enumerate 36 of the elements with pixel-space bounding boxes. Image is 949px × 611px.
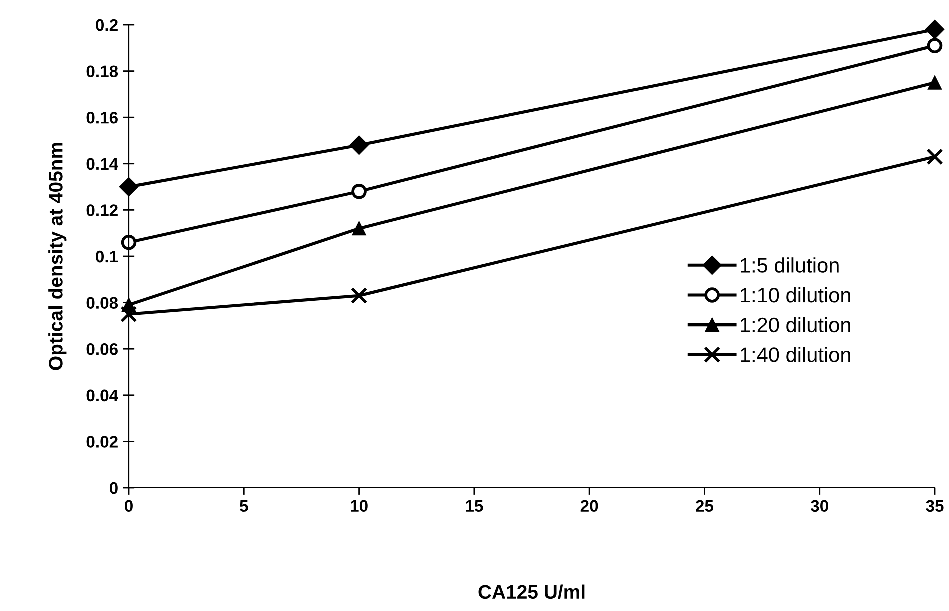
x-axis-title: CA125 U/ml bbox=[478, 584, 585, 600]
point bbox=[120, 306, 138, 323]
x-tick-label: 30 bbox=[810, 500, 828, 512]
point bbox=[928, 76, 942, 90]
point bbox=[925, 20, 945, 40]
point bbox=[350, 136, 369, 155]
point bbox=[352, 184, 367, 200]
x-tick-label: 0 bbox=[125, 500, 133, 512]
legend-label: 1:20 dilution bbox=[741, 317, 850, 333]
y-tick-label: 0 bbox=[110, 482, 118, 494]
x-tick-label: 35 bbox=[926, 500, 944, 512]
legend-label: 1:5 dilution bbox=[741, 258, 839, 273]
y-tick-label: 0.06 bbox=[86, 344, 118, 356]
x-tick-label: 20 bbox=[580, 500, 598, 512]
x-tick-label: 15 bbox=[466, 500, 484, 512]
point bbox=[119, 178, 139, 197]
point bbox=[121, 234, 137, 250]
point bbox=[926, 148, 944, 166]
y-tick-label: 0.1 bbox=[96, 250, 118, 263]
legend-label: 1:10 dilution bbox=[741, 287, 850, 303]
point bbox=[350, 288, 368, 304]
y-tick-label: 0.14 bbox=[86, 158, 118, 170]
y-tick-label: 0.16 bbox=[86, 112, 118, 124]
y-tick-label: 0.12 bbox=[86, 204, 118, 216]
y-tick-label: 0.08 bbox=[86, 297, 118, 310]
y-tick-label: 0.02 bbox=[86, 436, 118, 448]
point bbox=[352, 222, 366, 236]
y-tick-label: 0.18 bbox=[86, 66, 118, 78]
point bbox=[927, 38, 943, 54]
x-tick-label: 5 bbox=[240, 500, 248, 512]
y-tick-label: 0.2 bbox=[96, 19, 118, 32]
y-tick-label: 0.04 bbox=[86, 390, 118, 402]
x-tick-label: 10 bbox=[351, 500, 368, 512]
y-axis-title: Optical density at 405nm bbox=[48, 143, 67, 370]
legend-label: 1:40 dilution bbox=[741, 347, 850, 362]
x-tick-label: 25 bbox=[696, 500, 714, 512]
